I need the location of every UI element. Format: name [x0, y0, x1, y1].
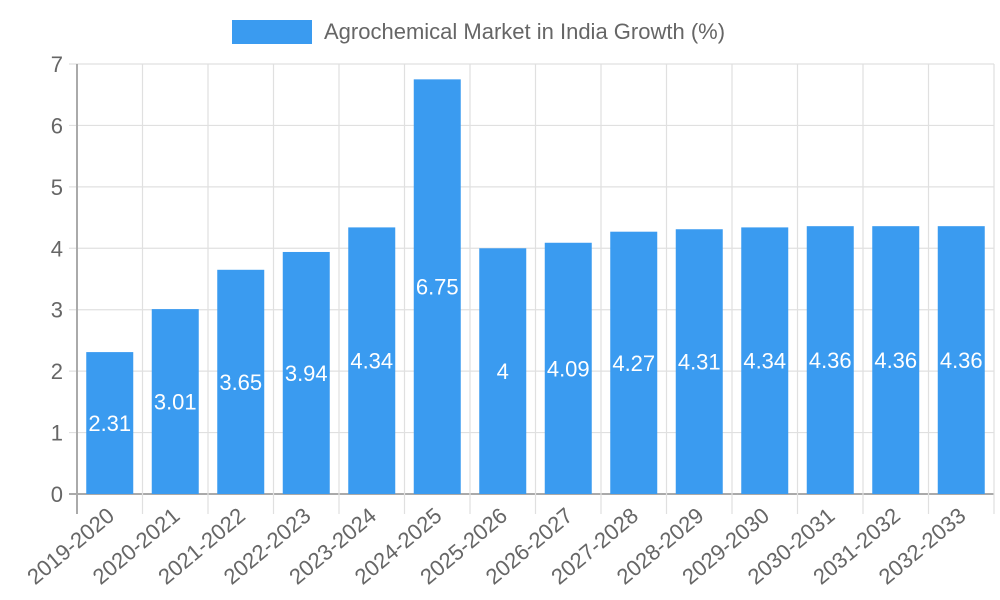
bar-value-label: 4.36 — [940, 348, 983, 373]
bar[interactable] — [151, 309, 199, 494]
bar[interactable] — [610, 231, 658, 494]
bar[interactable] — [544, 242, 592, 494]
legend-label: Agrochemical Market in India Growth (%) — [324, 19, 726, 44]
bar[interactable] — [413, 79, 461, 494]
bar-value-label: 2.31 — [88, 411, 131, 436]
bar[interactable] — [348, 227, 396, 494]
bar-value-label: 4.36 — [874, 348, 917, 373]
bar-value-label: 4.36 — [809, 348, 852, 373]
bar[interactable] — [217, 269, 265, 494]
bar[interactable] — [872, 226, 920, 494]
y-tick-label: 1 — [51, 421, 63, 446]
bar[interactable] — [741, 227, 789, 494]
y-tick-label: 0 — [51, 482, 63, 507]
bar-value-label: 4 — [497, 359, 509, 384]
bar-value-label: 3.94 — [285, 361, 328, 386]
legend-swatch — [232, 20, 312, 44]
bar[interactable] — [675, 229, 723, 494]
bar-value-label: 6.75 — [416, 275, 459, 300]
y-tick-label: 3 — [51, 298, 63, 323]
y-tick-label: 5 — [51, 175, 63, 200]
bar[interactable] — [937, 226, 985, 494]
bar-value-label: 4.27 — [612, 351, 655, 376]
y-tick-label: 2 — [51, 359, 63, 384]
y-tick-label: 7 — [51, 52, 63, 77]
grid-lines — [69, 63, 995, 514]
bar-value-label: 4.34 — [743, 349, 786, 374]
y-axis: 0 1 2 3 4 5 6 7 — [51, 52, 63, 507]
bar[interactable] — [86, 352, 134, 494]
bar-value-label: 3.65 — [219, 370, 262, 395]
bar[interactable] — [479, 248, 527, 494]
y-tick-label: 4 — [51, 236, 63, 261]
bar[interactable] — [282, 251, 330, 494]
bar-value-label: 4.09 — [547, 356, 590, 381]
y-tick-label: 6 — [51, 113, 63, 138]
bar-value-label: 3.01 — [154, 390, 197, 415]
bar-value-label: 4.34 — [350, 349, 393, 374]
x-axis: 2019-20202020-20212021-20222022-20232023… — [22, 503, 970, 590]
bar[interactable] — [806, 226, 854, 494]
bar-value-label: 4.31 — [678, 350, 721, 375]
bars: 2.31 3.01 3.65 3.94 4.34 6.75 4 4.09 4.27 4.31 4.3… — [86, 79, 985, 494]
legend[interactable]: Agrochemical Market in India Growth (%) — [232, 19, 725, 45]
